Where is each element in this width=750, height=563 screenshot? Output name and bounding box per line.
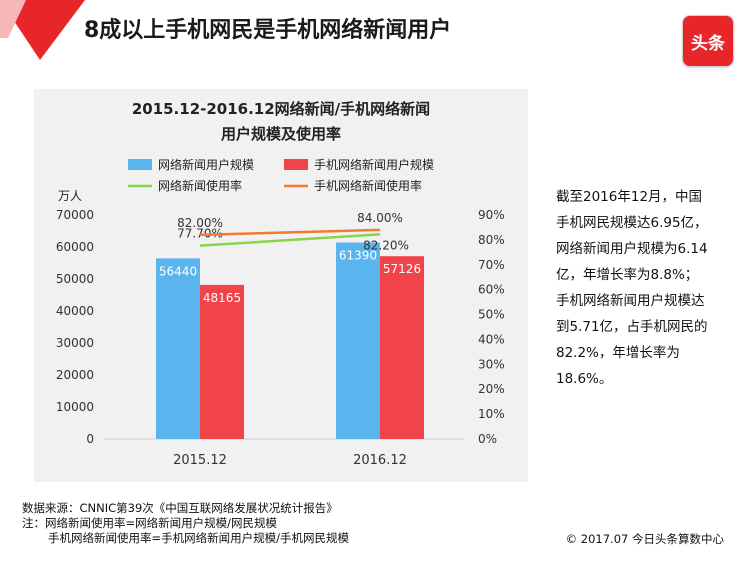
y-tick-label: 40000 — [56, 304, 94, 318]
line-value-label: 82.20% — [363, 238, 409, 252]
data-source: 数据来源：CNNIC第39次《中国互联网络发展状况统计报告》 — [22, 501, 338, 515]
footnotes: 数据来源：CNNIC第39次《中国互联网络发展状况统计报告》 注：网络新闻使用率… — [22, 501, 349, 546]
bar-value-label: 61390 — [339, 249, 377, 263]
legend-label: 网络新闻用户规模 — [158, 157, 254, 172]
series-line — [199, 233, 381, 247]
summary-line: 82.2%，年增长率为 — [556, 345, 680, 361]
y-tick-label: 0 — [86, 432, 94, 446]
y2-tick-label: 40% — [478, 332, 505, 346]
legend-label: 网络新闻使用率 — [158, 178, 242, 193]
line-value-label: 84.00% — [357, 211, 403, 225]
page-title: 8成以上手机网民是手机网络新闻用户 — [84, 18, 452, 43]
x-tick-label: 2016.12 — [353, 453, 407, 468]
summary-line: 截至2016年12月，中国 — [556, 189, 703, 205]
y2-tick-label: 60% — [478, 283, 505, 297]
x-tick-label: 2015.12 — [173, 453, 227, 468]
bar-value-label: 48165 — [203, 291, 241, 305]
summary-line: 到5.71亿，占手机网民的 — [556, 319, 708, 335]
bar-value-label: 57126 — [383, 262, 421, 276]
note-line-2: 手机网络新闻使用率=手机网络新闻用户规模/手机网民规模 — [48, 531, 350, 545]
note-line-1: 注：网络新闻使用率=网络新闻用户规模/网民规模 — [22, 516, 278, 530]
summary-line: 亿，年增长率为8.8%； — [556, 267, 699, 283]
legend-label: 手机网络新闻用户规模 — [314, 157, 434, 172]
y2-tick-label: 90% — [478, 208, 505, 222]
bar-value-label: 56440 — [159, 264, 197, 278]
legend-swatch — [284, 159, 308, 170]
summary-line: 手机网络新闻用户规模达 — [556, 293, 705, 309]
chart-lines: 77.70% 82.20% 82.00% 84.00% — [177, 211, 409, 252]
y-tick-label: 50000 — [56, 272, 94, 286]
line-value-label: 77.70% — [177, 227, 223, 241]
bar — [156, 258, 200, 439]
series-line — [199, 228, 381, 237]
y-tick-label: 20000 — [56, 368, 94, 382]
y2-tick-label: 30% — [478, 357, 505, 371]
chart-title-line1: 2015.12-2016.12网络新闻/手机网络新闻 — [132, 100, 430, 118]
corner-decoration — [0, 0, 85, 60]
chart-title-line2: 用户规模及使用率 — [221, 125, 341, 143]
bar — [380, 256, 424, 439]
line-value-label: 82.00% — [177, 216, 223, 230]
chart-panel: 2015.12-2016.12网络新闻/手机网络新闻 用户规模及使用率 万人 网… — [34, 89, 528, 482]
summary-line: 手机网民规模达6.95亿， — [556, 215, 708, 231]
y-tick-label: 30000 — [56, 336, 94, 350]
toutiao-logo: 头条 — [682, 15, 734, 67]
chart-bars: 2015.12 56440 48165 2016.12 61390 57126 — [156, 242, 424, 468]
legend-label: 手机网络新闻使用率 — [314, 178, 422, 193]
y2-tick-label: 10% — [478, 407, 505, 421]
logo-text: 头条 — [691, 33, 725, 54]
y2-tick-label: 70% — [478, 258, 505, 272]
bar — [336, 242, 380, 439]
legend-swatch — [128, 159, 152, 170]
y2-tick-label: 80% — [478, 233, 505, 247]
chart: 2015.12-2016.12网络新闻/手机网络新闻 用户规模及使用率 万人 网… — [56, 100, 505, 468]
y2-tick-label: 50% — [478, 308, 505, 322]
summary-line: 18.6%。 — [556, 371, 613, 387]
y2-tick-label: 20% — [478, 382, 505, 396]
y-tick-label: 10000 — [56, 400, 94, 414]
y-tick-label: 60000 — [56, 240, 94, 254]
y-tick-label: 70000 — [56, 208, 94, 222]
summary-line: 网络新闻用户规模为6.14 — [556, 241, 708, 257]
y2-tick-label: 0% — [478, 432, 497, 446]
bar — [200, 284, 244, 439]
copyright: © 2017.07 今日头条算数中心 — [565, 532, 724, 546]
summary-text: 截至2016年12月，中国 手机网民规模达6.95亿， 网络新闻用户规模为6.1… — [556, 184, 736, 392]
y-unit-label: 万人 — [58, 189, 82, 203]
chart-axes: 0 10000 20000 30000 40000 50000 60000 70000 0% 10… — [56, 208, 505, 446]
